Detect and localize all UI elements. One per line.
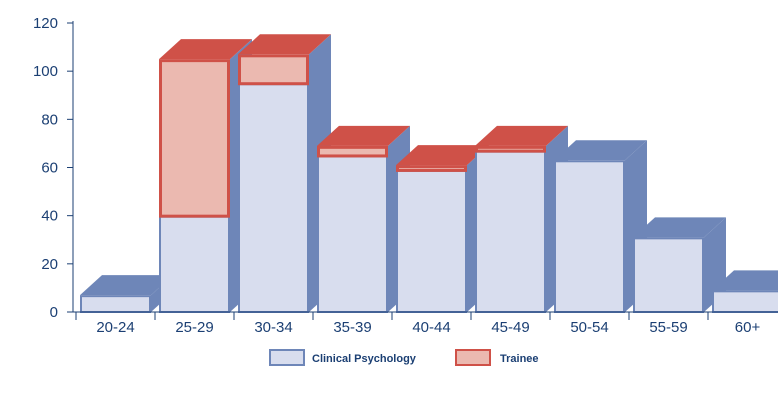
y-tick-label: 100 — [33, 63, 58, 80]
x-tick-label: 25-29 — [175, 319, 213, 336]
y-tick-label: 40 — [41, 208, 58, 225]
bar-top-60+ — [712, 270, 778, 291]
bar-clinical-35-39 — [317, 155, 388, 313]
y-tick-label: 60 — [41, 160, 58, 177]
x-tick-label: 55-59 — [649, 319, 687, 336]
x-tick-label: 50-54 — [570, 319, 608, 336]
bar-trainee-45-49 — [475, 145, 546, 153]
bar-top-55-59 — [633, 217, 726, 238]
bar-clinical-20-24 — [80, 295, 151, 313]
bar-top-35-39 — [317, 125, 410, 146]
bar-top-25-29 — [159, 39, 252, 60]
bar-trainee-35-39 — [317, 145, 388, 158]
bar-top-20-24 — [80, 275, 173, 296]
bar-clinical-30-34 — [238, 83, 309, 314]
legend-swatch-clinical — [269, 349, 305, 366]
bar-clinical-50-54 — [554, 160, 625, 313]
x-tick-labels: 20-24 25-29 30-34 35-39 40-44 45-49 50-54 55-59… — [96, 319, 760, 336]
x-tick-label: 20-24 — [96, 319, 134, 336]
x-tick-label: 45-49 — [491, 319, 529, 336]
bar-trainee-40-44 — [396, 165, 467, 172]
y-tick-labels: 0 20 40 60 80 100 120 — [33, 15, 58, 321]
legend-label-clinical: Clinical Psychology — [312, 353, 417, 365]
bar-clinical-40-44 — [396, 169, 467, 313]
y-tick-label: 80 — [41, 111, 58, 128]
bar-clinical-60+ — [712, 290, 778, 314]
bar-top-45-49 — [475, 125, 568, 146]
bar-clinical-45-49 — [475, 150, 546, 313]
x-tick-label: 30-34 — [254, 319, 292, 336]
bar-top-50-54 — [554, 140, 647, 161]
bar-clinical-55-59 — [633, 237, 704, 313]
bar-trainee-30-34 — [238, 54, 309, 86]
legend: Clinical Psychology Trainee — [269, 349, 539, 366]
bar-top-30-34 — [238, 34, 331, 55]
x-tick-label: 60+ — [735, 319, 761, 336]
y-tick-label: 20 — [41, 256, 58, 273]
legend-label-trainee: Trainee — [500, 353, 539, 365]
bars-layer — [80, 34, 778, 314]
axes-layer — [67, 21, 778, 320]
y-tick-label: 0 — [50, 304, 58, 321]
bar-clinical-25-29 — [159, 215, 230, 314]
y-tick-label: 120 — [33, 15, 58, 32]
bar-trainee-25-29 — [159, 59, 230, 218]
bar-top-40-44 — [396, 145, 489, 166]
x-tick-label: 35-39 — [333, 319, 371, 336]
x-tick-label: 40-44 — [412, 319, 450, 336]
legend-swatch-trainee — [455, 349, 491, 366]
